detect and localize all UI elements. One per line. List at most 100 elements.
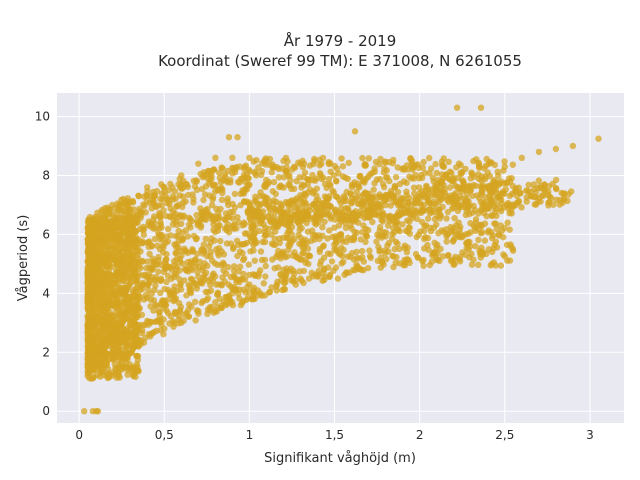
- scatter-point: [504, 199, 512, 207]
- scatter-point: [400, 261, 407, 269]
- scatter-point: [279, 286, 286, 294]
- scatter-point: [343, 269, 350, 277]
- scatter-point: [214, 290, 221, 298]
- scatter-point: [112, 324, 119, 332]
- scatter-point: [148, 318, 155, 326]
- scatter-point: [131, 218, 138, 225]
- scatter-point: [468, 261, 476, 268]
- scatter-point: [89, 245, 96, 252]
- scatter-point: [84, 278, 91, 285]
- scatter-point: [176, 267, 183, 274]
- scatter-point: [267, 231, 275, 238]
- scatter-point: [332, 264, 340, 271]
- scatter-point: [425, 206, 432, 213]
- scatter-point: [85, 341, 93, 349]
- scatter-point: [131, 337, 138, 344]
- scatter-point: [366, 252, 374, 260]
- scatter-point: [431, 189, 438, 197]
- scatter-point: [470, 222, 477, 229]
- scatter-point: [508, 190, 516, 198]
- scatter-point: [135, 343, 142, 350]
- scatter-point: [94, 408, 102, 415]
- scatter-point: [275, 174, 283, 181]
- scatter-point: [481, 220, 489, 227]
- scatter-point: [316, 245, 323, 253]
- scatter-point: [187, 258, 194, 265]
- scatter-point: [127, 279, 135, 286]
- scatter-point: [319, 224, 326, 231]
- scatter-point: [204, 288, 212, 296]
- scatter-point: [535, 148, 543, 156]
- scatter-point: [321, 180, 329, 188]
- scatter-point: [212, 154, 219, 161]
- scatter-point: [366, 247, 373, 254]
- scatter-point: [166, 200, 173, 208]
- scatter-point: [126, 238, 133, 245]
- scatter-point: [204, 295, 212, 302]
- scatter-point: [394, 218, 401, 226]
- scatter-point: [144, 184, 151, 191]
- scatter-point: [328, 258, 336, 265]
- scatter-point: [99, 281, 106, 288]
- scatter-point: [412, 194, 419, 202]
- scatter-point: [273, 281, 280, 288]
- scatter-point: [188, 303, 195, 310]
- scatter-point: [270, 241, 277, 248]
- scatter-point: [292, 277, 299, 284]
- scatter-point: [495, 232, 503, 239]
- scatter-point: [478, 244, 485, 251]
- scatter-point: [415, 254, 422, 261]
- scatter-point: [202, 183, 210, 190]
- scatter-point: [416, 190, 423, 197]
- scatter-point: [213, 246, 220, 253]
- scatter-point: [185, 191, 192, 199]
- scatter-point: [195, 273, 202, 280]
- scatter-point: [312, 213, 320, 220]
- scatter-point: [440, 155, 447, 162]
- scatter-point: [478, 184, 486, 191]
- scatter-point: [133, 241, 141, 248]
- scatter-point: [139, 327, 146, 334]
- scatter-point: [86, 355, 93, 362]
- scatter-point: [218, 196, 226, 203]
- scatter-point: [457, 192, 464, 200]
- scatter-point: [173, 244, 180, 251]
- scatter-point: [424, 234, 432, 242]
- scatter-point: [178, 319, 185, 326]
- scatter-point: [193, 285, 200, 292]
- scatter-point: [314, 272, 321, 279]
- scatter-point: [293, 178, 300, 185]
- scatter-point: [269, 164, 276, 171]
- scatter-point: [342, 174, 349, 181]
- scatter-point: [251, 197, 259, 204]
- scatter-point: [189, 276, 196, 283]
- scatter-point: [348, 225, 355, 232]
- scatter-point: [364, 264, 372, 272]
- scatter-point: [84, 372, 91, 380]
- scatter-point: [150, 193, 158, 201]
- scatter-point: [420, 158, 427, 166]
- scatter-point: [333, 177, 340, 185]
- scatter-point: [101, 272, 108, 279]
- scatter-point: [100, 328, 108, 335]
- scatter-point: [324, 235, 331, 242]
- scatter-point: [436, 215, 444, 222]
- scatter-point: [127, 198, 134, 206]
- scatter-point: [439, 203, 446, 211]
- scatter-point: [296, 268, 303, 275]
- scatter-point: [272, 208, 280, 215]
- scatter-point: [192, 317, 199, 324]
- scatter-point: [90, 373, 97, 381]
- scatter-point: [201, 248, 208, 255]
- scatter-point: [102, 285, 110, 292]
- scatter-point: [338, 244, 345, 252]
- scatter-point: [495, 172, 502, 179]
- scatter-point: [488, 190, 496, 197]
- scatter-point: [153, 303, 161, 310]
- scatter-point: [211, 216, 219, 223]
- scatter-point: [447, 257, 455, 265]
- scatter-point: [268, 169, 275, 176]
- scatter-point: [221, 278, 228, 285]
- scatter-point: [403, 191, 410, 199]
- scatter-point: [234, 134, 241, 141]
